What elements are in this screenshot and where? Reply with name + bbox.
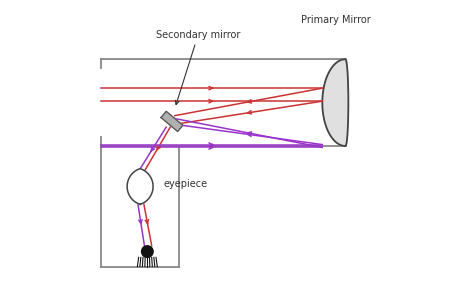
Polygon shape [322, 59, 348, 146]
Polygon shape [127, 168, 153, 204]
Text: Primary Mirror: Primary Mirror [301, 15, 370, 25]
Text: Secondary mirror: Secondary mirror [156, 29, 240, 105]
Text: eyepiece: eyepiece [163, 179, 207, 189]
Polygon shape [161, 111, 183, 131]
Circle shape [142, 246, 153, 257]
